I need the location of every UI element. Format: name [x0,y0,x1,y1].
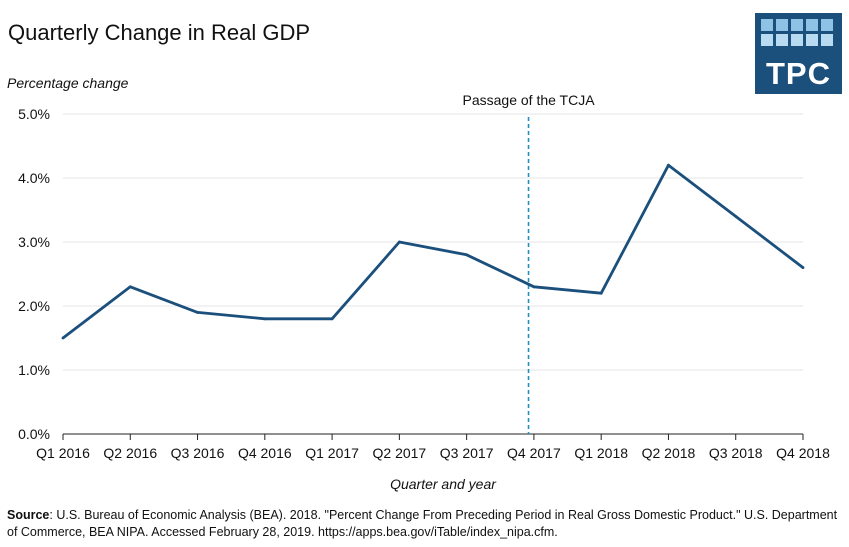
x-tick-label: Q4 2017 [507,445,561,461]
data-point [263,317,267,321]
y-tick-label: 2.0% [18,298,50,314]
data-point [397,240,401,244]
gdp-series-line [62,163,804,340]
x-tick-label: Q2 2017 [373,445,427,461]
data-point [667,163,670,167]
data-point [330,317,334,321]
data-point [599,291,603,295]
chart-title: Quarterly Change in Real GDP [8,20,311,45]
x-tick-label: Q4 2018 [776,445,830,461]
x-tick-label: Q3 2018 [709,445,763,461]
logo-grid-icon [761,19,833,46]
y-tick-label: 1.0% [18,362,50,378]
x-tick-label: Q3 2017 [440,445,494,461]
data-point [734,215,738,218]
y-tick-label: 5.0% [18,106,50,122]
tcja-annotation-label: Passage of the TCJA [463,92,596,108]
line-chart: 0.0% 1.0% 2.0% 3.0% 4.0% 5.0% Q1 2016 Q2 2016 Q3… [18,92,830,492]
data-point [61,336,65,340]
source-note: Source: U.S. Bureau of Economic Analysis… [7,507,842,541]
logo-text: TPC [766,56,831,91]
data-point [128,285,132,289]
source-label: Source [7,508,50,522]
x-tick-label: Q2 2018 [642,445,696,461]
x-axis-label: Quarter and year [390,476,497,492]
y-tick-label: 0.0% [18,426,50,442]
data-point [801,266,805,269]
x-tick-label: Q3 2016 [171,445,225,461]
y-axis-label: Percentage change [7,75,129,91]
source-text: : U.S. Bureau of Economic Analysis (BEA)… [7,508,838,539]
data-point [532,285,536,289]
tpc-logo: TPC [755,13,842,94]
x-tick-label: Q1 2018 [574,445,628,461]
data-point [196,311,199,314]
y-tick-label: 3.0% [18,234,50,250]
x-tick-label: Q1 2016 [36,445,90,461]
x-tick-label: Q2 2016 [103,445,157,461]
data-point [465,253,469,257]
y-tick-label: 4.0% [18,170,50,186]
x-tick-label: Q1 2017 [305,445,359,461]
x-tick-label: Q4 2016 [238,445,292,461]
